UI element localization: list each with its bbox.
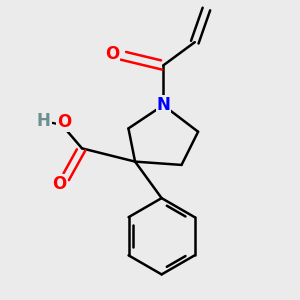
Text: O: O bbox=[105, 45, 120, 63]
Text: O: O bbox=[57, 113, 71, 131]
Text: O: O bbox=[52, 175, 67, 193]
Text: H: H bbox=[37, 112, 51, 130]
Text: N: N bbox=[156, 96, 170, 114]
